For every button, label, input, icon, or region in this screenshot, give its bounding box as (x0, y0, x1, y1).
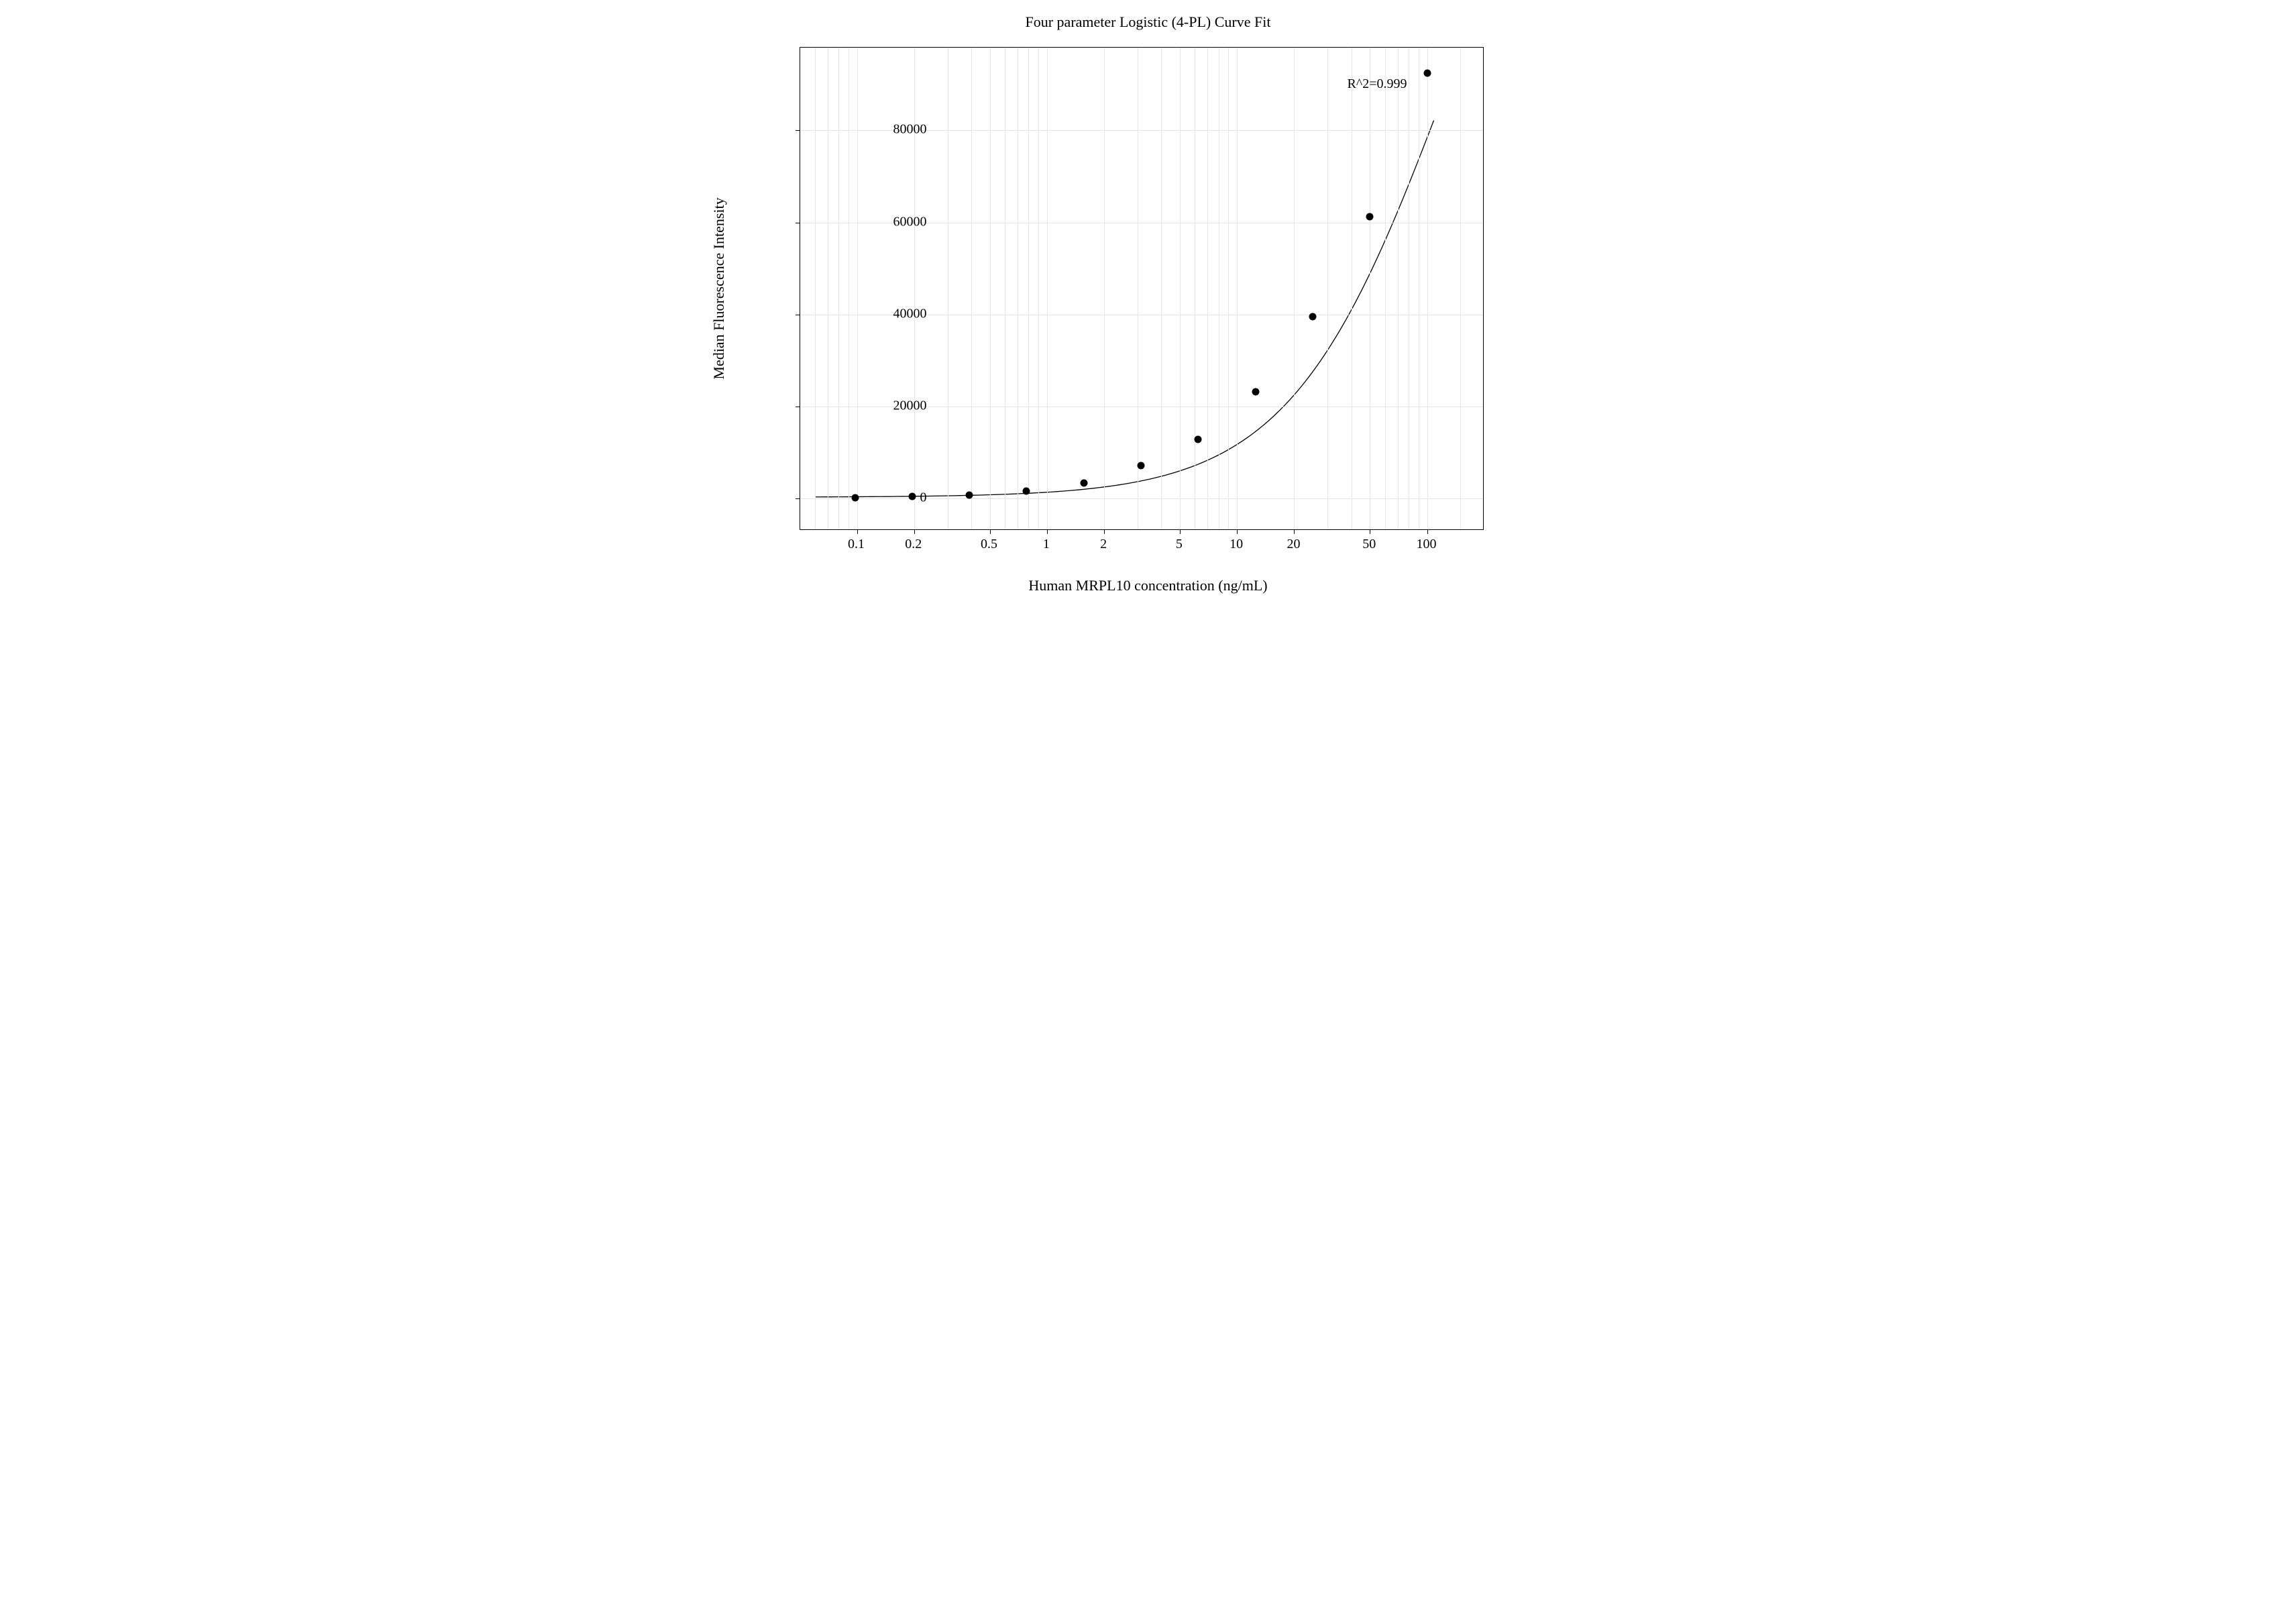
x-tick-mark (914, 529, 915, 534)
x-tick-mark (1180, 529, 1181, 534)
data-point (1252, 388, 1259, 395)
x-tick-label: 1 (1043, 537, 1050, 552)
y-tick-label: 40000 (800, 306, 927, 321)
data-point (1023, 488, 1030, 495)
x-tick-mark (1294, 529, 1295, 534)
x-tick-label: 10 (1229, 537, 1243, 552)
grid-line-vertical (1028, 48, 1029, 529)
grid-line-vertical (990, 48, 991, 529)
r-squared-annotation: R^2=0.999 (1348, 76, 1407, 92)
x-tick-label: 20 (1287, 537, 1300, 552)
x-tick-label: 0.5 (981, 537, 997, 552)
grid-line-vertical (1398, 48, 1399, 529)
grid-line-vertical (1460, 48, 1461, 529)
grid-line-vertical (838, 48, 839, 529)
x-tick-label: 0.1 (848, 537, 865, 552)
grid-line-vertical (1104, 48, 1105, 529)
grid-line-vertical (1180, 48, 1181, 529)
grid-line-vertical (1207, 48, 1208, 529)
grid-line-vertical (971, 48, 972, 529)
grid-line-vertical (1427, 48, 1428, 529)
x-tick-mark (1047, 529, 1048, 534)
grid-line-vertical (1038, 48, 1039, 529)
grid-line-vertical (857, 48, 858, 529)
y-tick-label: 0 (800, 490, 927, 506)
grid-line-vertical (1327, 48, 1328, 529)
data-point (1195, 436, 1202, 443)
chart-container: Four parameter Logistic (4-PL) Curve Fit… (679, 0, 1618, 656)
y-axis-label: Median Fluorescence Intensity (710, 197, 728, 379)
y-tick-label: 80000 (800, 122, 927, 138)
grid-line-vertical (1237, 48, 1238, 529)
plot-area: R^2=0.999 (800, 47, 1484, 530)
grid-line-vertical (815, 48, 816, 529)
x-tick-label: 2 (1100, 537, 1107, 552)
y-tick-label: 20000 (800, 398, 927, 413)
fit-curve (800, 48, 1483, 529)
grid-line-vertical (1047, 48, 1048, 529)
x-tick-label: 100 (1417, 537, 1437, 552)
x-tick-label: 0.2 (905, 537, 922, 552)
data-point (1423, 69, 1431, 76)
x-tick-mark (990, 529, 991, 534)
x-tick-mark (857, 529, 858, 534)
x-tick-mark (1237, 529, 1238, 534)
grid-line-vertical (1161, 48, 1162, 529)
data-point (1309, 313, 1316, 321)
data-point (1138, 462, 1145, 469)
grid-line-vertical (914, 48, 915, 529)
grid-line-vertical (1228, 48, 1229, 529)
x-tick-mark (1427, 529, 1428, 534)
y-tick-label: 60000 (800, 214, 927, 229)
data-point (1366, 213, 1374, 221)
chart-title: Four parameter Logistic (4-PL) Curve Fit (679, 13, 1618, 31)
data-point (1080, 479, 1087, 486)
grid-line-vertical (1294, 48, 1295, 529)
x-axis-label: Human MRPL10 concentration (ng/mL) (679, 577, 1618, 594)
x-tick-mark (1104, 529, 1105, 534)
data-point (965, 491, 973, 498)
x-tick-label: 50 (1362, 537, 1376, 552)
x-tick-label: 5 (1176, 537, 1183, 552)
grid-line-vertical (1385, 48, 1386, 529)
